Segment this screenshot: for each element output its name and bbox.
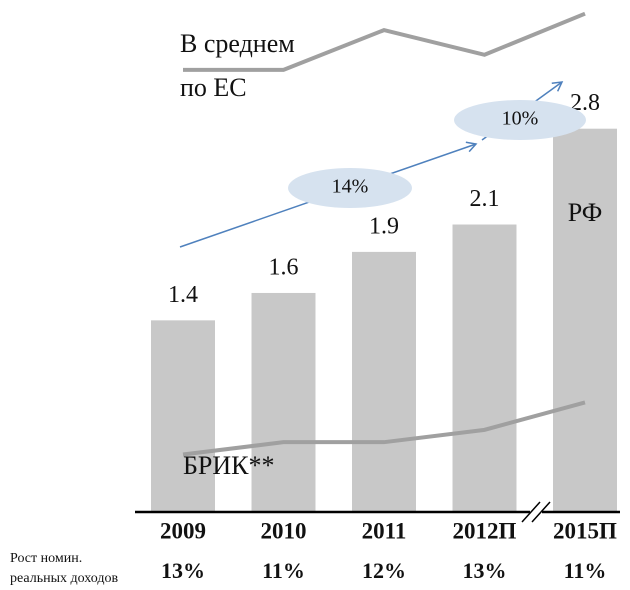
- annotation-bubble: [454, 100, 586, 140]
- growth-value: 11%: [262, 558, 305, 583]
- x-tick-label: 2011: [362, 518, 407, 543]
- line: [183, 11, 586, 72]
- annotation: 10%: [502, 108, 539, 130]
- line-label: по ЕС: [180, 73, 247, 102]
- growth-value: 13%: [161, 558, 205, 583]
- growth-label: реальных доходов: [10, 571, 118, 586]
- axis-break-gap: [530, 510, 542, 514]
- bar: [352, 251, 416, 512]
- value-label: 2.1: [470, 186, 500, 212]
- growth-value: 12%: [362, 558, 406, 583]
- growth-value: 11%: [564, 558, 607, 583]
- axis-break: [531, 501, 551, 523]
- x-tick-label: 2012П: [453, 518, 517, 543]
- bar: [553, 128, 617, 512]
- line-label: БРИК**: [183, 451, 275, 480]
- value-label: 1.6: [269, 254, 299, 280]
- value-label: 1.9: [369, 213, 399, 239]
- x-tick-label: 2009: [160, 518, 206, 543]
- axis-break: [521, 501, 541, 523]
- bar: [151, 320, 215, 512]
- growth-value: 13%: [463, 558, 507, 583]
- bar-label: РФ: [568, 198, 603, 227]
- value-label: 1.4: [168, 282, 198, 308]
- x-tick-label: 2010: [261, 518, 307, 543]
- x-tick-label: 2015П: [553, 518, 617, 543]
- annotation: 14%: [332, 176, 369, 198]
- bar: [251, 292, 316, 512]
- bar: [452, 224, 517, 512]
- line: [182, 400, 586, 457]
- line-label: В среднем: [180, 29, 295, 58]
- annotation-bubble: [288, 168, 412, 208]
- growth-label: Рост номин.: [10, 551, 82, 566]
